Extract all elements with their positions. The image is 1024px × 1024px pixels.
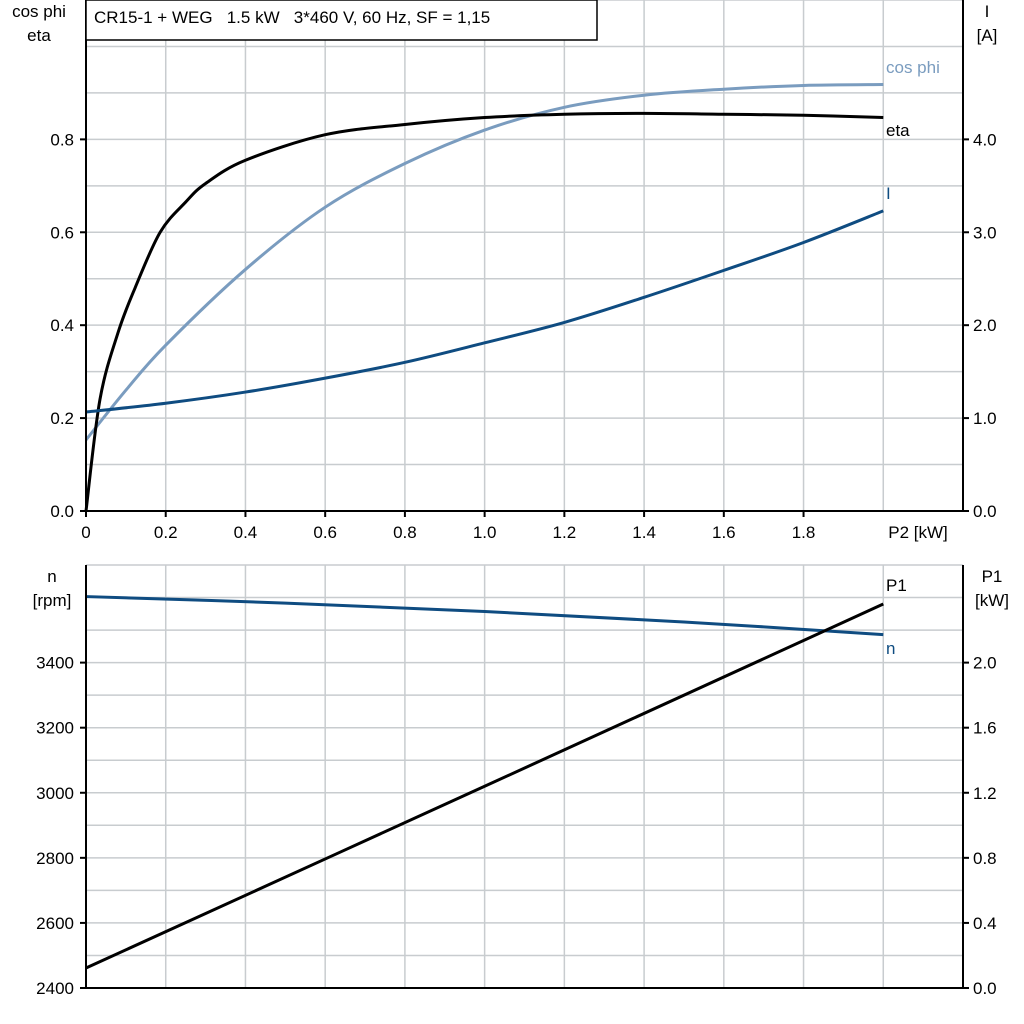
y-left-tick-label: 0.4 bbox=[50, 316, 74, 335]
y-right-tick-label: 3.0 bbox=[973, 223, 997, 242]
y-right-label-bottom-2: [kW] bbox=[975, 591, 1009, 610]
x-tick-label: 0.8 bbox=[393, 523, 417, 542]
y-left-tick-label: 0.6 bbox=[50, 223, 74, 242]
top-grid bbox=[86, 0, 963, 511]
y-left-tick-label: 2400 bbox=[36, 979, 74, 998]
y-left-tick-label: 3200 bbox=[36, 719, 74, 738]
series-label-n: n bbox=[886, 639, 895, 658]
y-left-label-top-1: cos phi bbox=[12, 2, 66, 21]
y-left-tick-label: 3000 bbox=[36, 784, 74, 803]
y-right-tick-label: 1.6 bbox=[973, 719, 997, 738]
series-label-cos-phi: cos phi bbox=[886, 58, 940, 77]
chart-title: CR15-1 + WEG 1.5 kW 3*460 V, 60 Hz, SF =… bbox=[94, 8, 490, 27]
tick-labels: 0.0 0.2 0.4 0.6 0.8 0.0 1.0 2.0 3.0 4.0 0 0.2 0.4 0.6… bbox=[36, 130, 996, 998]
axes bbox=[80, 0, 969, 989]
x-tick-label: 0.4 bbox=[234, 523, 258, 542]
curves bbox=[84, 83, 884, 970]
y-left-tick-label: 0.8 bbox=[50, 130, 74, 149]
y-left-label-bottom-2: [rpm] bbox=[33, 591, 72, 610]
y-right-tick-label: 2.0 bbox=[973, 654, 997, 673]
y-left-label-bottom-1: n bbox=[47, 567, 56, 586]
series-label-P1: P1 bbox=[886, 576, 907, 595]
y-right-tick-label: 1.2 bbox=[973, 784, 997, 803]
x-tick-label: 1.0 bbox=[473, 523, 497, 542]
y-left-tick-label: 0.2 bbox=[50, 409, 74, 428]
y-right-tick-label: 0.0 bbox=[973, 502, 997, 521]
bottom-grid bbox=[86, 564, 963, 988]
series-line-eta bbox=[84, 111, 884, 512]
x-tick-label: 1.2 bbox=[553, 523, 577, 542]
y-right-tick-label: 1.0 bbox=[973, 409, 997, 428]
x-tick-label: 0 bbox=[81, 523, 90, 542]
series-label-eta: eta bbox=[886, 121, 910, 140]
y-right-tick-label: 4.0 bbox=[973, 130, 997, 149]
y-right-label-top-2: [A] bbox=[977, 26, 998, 45]
y-right-label-top-1: I bbox=[985, 2, 990, 21]
y-left-tick-label: 0.0 bbox=[50, 502, 74, 521]
x-tick-label: 0.6 bbox=[313, 523, 337, 542]
x-tick-label: 1.8 bbox=[792, 523, 816, 542]
series-line-I bbox=[85, 209, 884, 414]
y-right-tick-label: 0.4 bbox=[973, 914, 997, 933]
x-tick-label: 0.2 bbox=[154, 523, 178, 542]
x-axis-label: P2 [kW] bbox=[888, 523, 948, 542]
series-line-P1 bbox=[85, 602, 884, 970]
y-left-tick-label: 2800 bbox=[36, 849, 74, 868]
x-tick-label: 1.6 bbox=[712, 523, 736, 542]
y-right-tick-label: 0.0 bbox=[973, 979, 997, 998]
title-box: CR15-1 + WEG 1.5 kW 3*460 V, 60 Hz, SF =… bbox=[85, 0, 598, 41]
y-left-tick-label: 3400 bbox=[36, 654, 74, 673]
x-tick-label: 1.4 bbox=[632, 523, 656, 542]
series-line-n bbox=[85, 595, 884, 637]
series-line-cos-phi bbox=[84, 83, 884, 441]
y-left-tick-label: 2600 bbox=[36, 914, 74, 933]
y-right-tick-label: 2.0 bbox=[973, 316, 997, 335]
y-right-tick-label: 0.8 bbox=[973, 849, 997, 868]
y-left-label-top-2: eta bbox=[27, 26, 51, 45]
y-right-label-bottom-1: P1 bbox=[982, 567, 1003, 586]
series-label-I: I bbox=[886, 184, 891, 203]
